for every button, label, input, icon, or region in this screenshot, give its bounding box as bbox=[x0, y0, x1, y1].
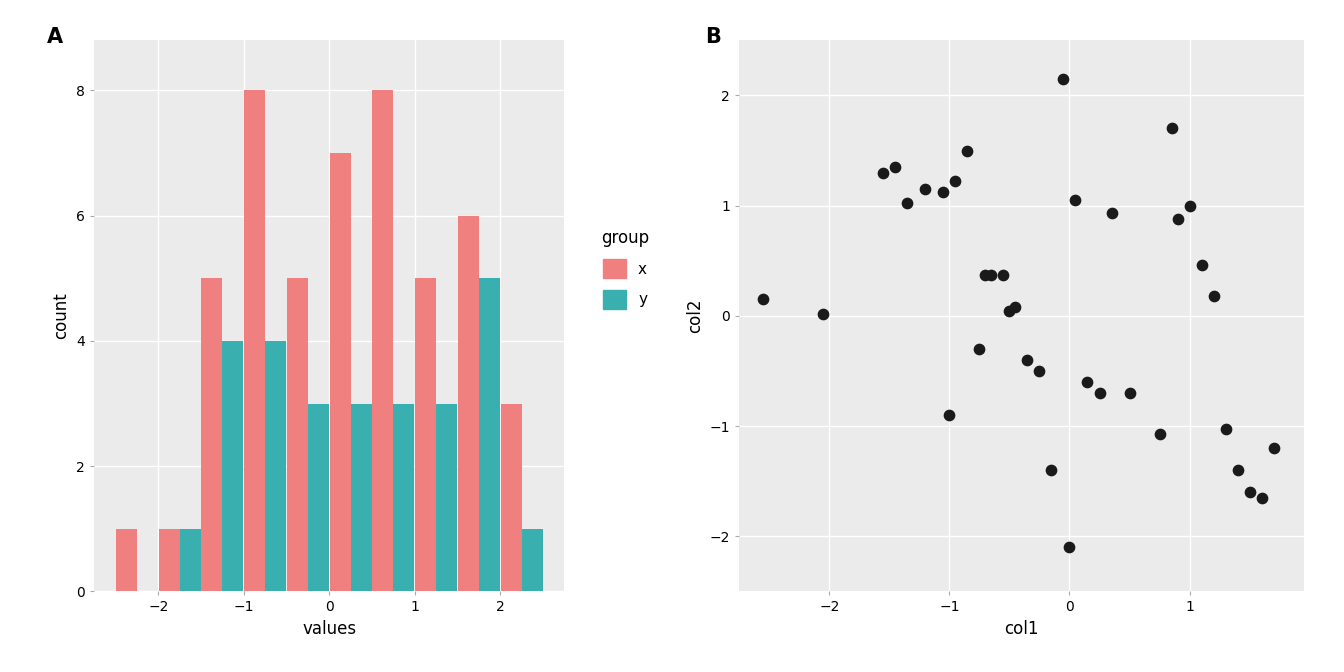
Bar bbox=[159, 529, 180, 591]
Point bbox=[1203, 290, 1224, 301]
Point bbox=[957, 145, 978, 156]
Point bbox=[1191, 260, 1212, 271]
Bar bbox=[415, 278, 437, 591]
Point bbox=[1215, 424, 1236, 435]
Bar bbox=[521, 529, 543, 591]
Point bbox=[1167, 214, 1188, 224]
Y-axis label: col2: col2 bbox=[687, 298, 704, 333]
Point bbox=[872, 167, 894, 178]
Bar bbox=[180, 529, 200, 591]
Bar bbox=[202, 278, 222, 591]
Point bbox=[1064, 195, 1086, 206]
Point bbox=[1101, 208, 1122, 218]
Bar bbox=[245, 91, 265, 591]
Bar bbox=[478, 278, 500, 591]
Point bbox=[945, 176, 966, 187]
Point bbox=[1179, 200, 1200, 211]
X-axis label: col1: col1 bbox=[1004, 620, 1039, 638]
Bar bbox=[222, 341, 243, 591]
Point bbox=[1028, 366, 1050, 376]
Bar bbox=[501, 403, 521, 591]
Point bbox=[1052, 73, 1074, 84]
Point bbox=[1239, 487, 1261, 497]
Point bbox=[813, 308, 835, 319]
Bar bbox=[308, 403, 329, 591]
Point bbox=[1251, 493, 1273, 503]
Bar bbox=[351, 403, 371, 591]
Point bbox=[1149, 428, 1171, 439]
Y-axis label: count: count bbox=[52, 292, 71, 339]
Point bbox=[1227, 465, 1249, 476]
Bar bbox=[372, 91, 394, 591]
Bar bbox=[437, 403, 457, 591]
Bar bbox=[265, 341, 286, 591]
Bar bbox=[116, 529, 137, 591]
Legend: x, y: x, y bbox=[593, 221, 657, 317]
Bar bbox=[286, 278, 308, 591]
Bar bbox=[394, 403, 414, 591]
Point bbox=[1077, 376, 1098, 387]
Point bbox=[753, 294, 774, 304]
Point bbox=[884, 162, 906, 173]
Point bbox=[1016, 355, 1038, 366]
Point bbox=[1263, 443, 1285, 454]
Point bbox=[981, 269, 1003, 280]
Point bbox=[999, 306, 1020, 317]
Text: A: A bbox=[47, 27, 63, 47]
Point bbox=[1118, 388, 1140, 398]
Point bbox=[1040, 465, 1062, 476]
Point bbox=[1161, 123, 1183, 134]
Point bbox=[1089, 388, 1110, 398]
Bar bbox=[458, 216, 478, 591]
Point bbox=[933, 187, 954, 198]
Text: B: B bbox=[706, 27, 722, 47]
Bar bbox=[329, 153, 351, 591]
Point bbox=[915, 183, 937, 194]
Point bbox=[969, 343, 991, 354]
Point bbox=[938, 410, 960, 421]
Point bbox=[896, 198, 918, 209]
Point bbox=[993, 269, 1015, 280]
X-axis label: values: values bbox=[302, 620, 356, 638]
Point bbox=[1059, 542, 1081, 552]
Point bbox=[974, 269, 996, 280]
Point bbox=[1005, 302, 1027, 312]
